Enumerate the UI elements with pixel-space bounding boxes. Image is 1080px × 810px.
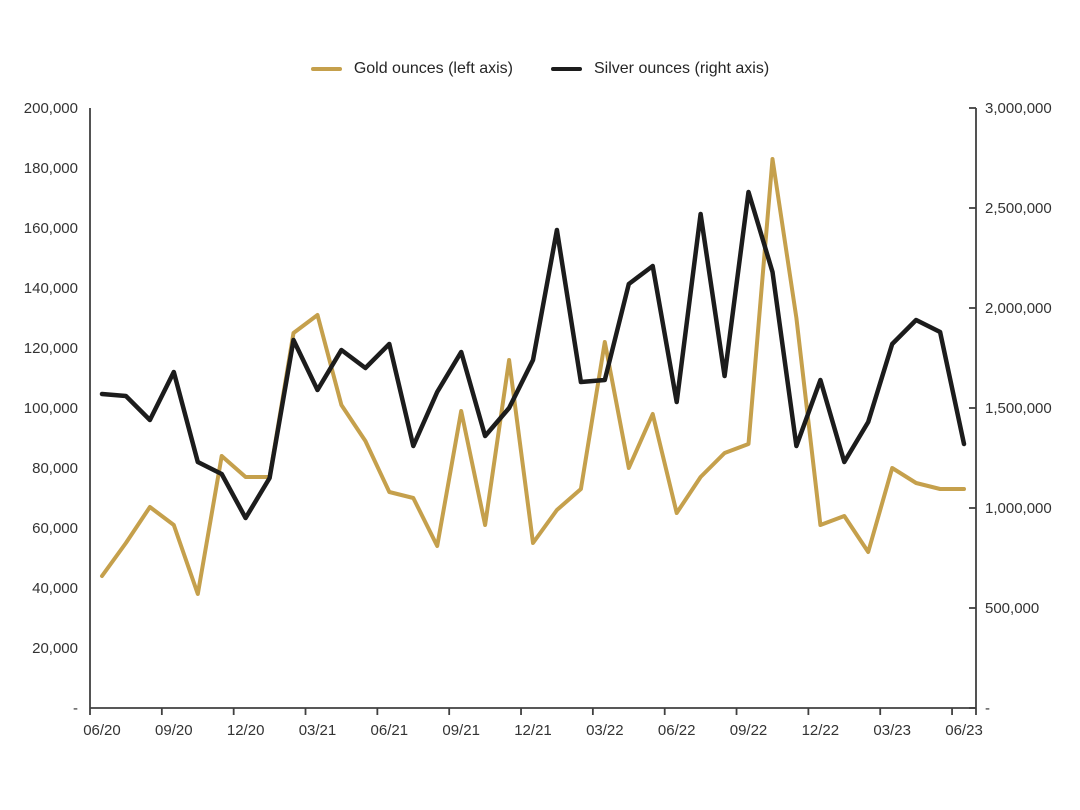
right-axis-tick-label: 3,000,000 [985,100,1052,117]
silver-legend-swatch [551,67,582,71]
left-axis-tick-label: 80,000 [32,460,78,477]
silver-line [99,189,967,521]
right-axis-tick-label: 2,500,000 [985,200,1052,217]
x-axis-label: 03/21 [299,722,337,739]
x-axis-label: 12/22 [802,722,840,739]
left-axis-tick-label: 100,000 [24,400,78,417]
left-axis-tick-label: 20,000 [32,640,78,657]
gold-legend-swatch [310,67,342,71]
x-axis-label: 06/20 [83,722,121,739]
left-axis-tick-label: 180,000 [24,160,78,177]
x-axis-label: 12/21 [514,722,552,739]
x-axis-label: 06/21 [371,722,409,739]
x-axis-label: 09/22 [730,722,768,739]
silver-legend-label: Silver ounces (right axis) [594,60,770,77]
right-axis-tick-label: 2,000,000 [985,300,1052,317]
left-axis-tick-label: 140,000 [24,280,78,297]
left-axis-tick-label: 160,000 [24,220,78,237]
legend-item-silver: Silver ounces (right axis) [551,60,769,78]
right-axis-tick-label: 1,000,000 [985,500,1052,517]
left-axis-tick-label: 200,000 [24,100,78,117]
right-axis-tick-label: - [985,700,990,717]
right-axis-tick-label: 500,000 [985,600,1039,617]
x-axis-label: 09/21 [442,722,480,739]
legend-item-gold: Gold ounces (left axis) [310,60,513,78]
x-axis-label: 03/22 [586,722,624,739]
x-axis-label: 06/22 [658,722,696,739]
left-axis-tick-label: 60,000 [32,520,78,537]
x-axis-label: 06/23 [945,722,983,739]
legend: Gold ounces (left axis) Silver ounces (r… [0,60,1080,78]
left-axis-tick-label: 120,000 [24,340,78,357]
left-axis-tick-label: - [73,700,78,717]
gold-legend-label: Gold ounces (left axis) [353,60,513,77]
gold-line [100,157,966,596]
x-axis-label: 03/23 [873,722,911,739]
left-axis-tick-label: 40,000 [32,580,78,597]
x-axis-label: 12/20 [227,722,265,739]
right-axis-tick-label: 1,500,000 [985,400,1052,417]
x-axis-label: 09/20 [155,722,193,739]
